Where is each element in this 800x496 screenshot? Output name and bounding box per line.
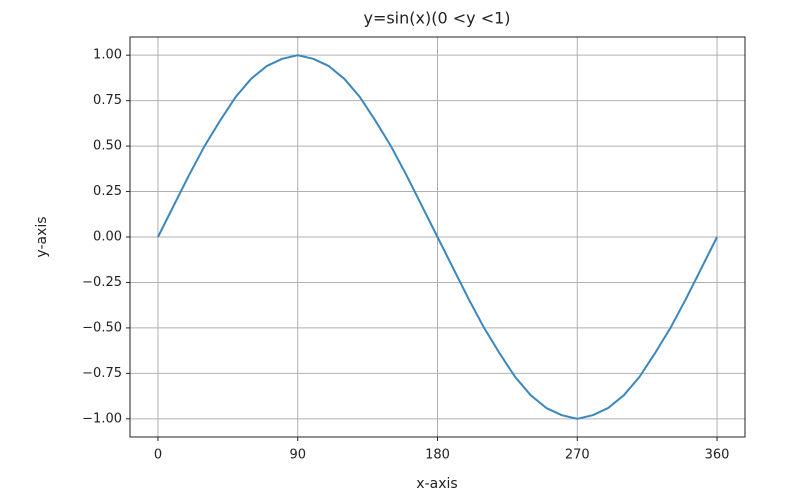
y-tick-label: −1.00 [82,411,122,426]
y-tick-label: −0.75 [82,366,122,381]
plot-area: 1.00 0.75 0.50 0.25 0.00 −0.25 −0.50 −0.75 −1.00… [82,37,745,463]
x-tick-label: 360 [705,448,730,463]
y-tick-label: 0.25 [93,184,122,199]
y-tick-label: 0.00 [93,230,122,245]
chart-title: y=sin(x)(0 <y <1) [363,9,510,28]
y-tick-label: 1.00 [93,48,122,63]
y-tick-label: −0.25 [82,275,122,290]
x-tick-label: 90 [289,448,306,463]
x-tick-label: 270 [565,448,590,463]
x-tick-label: 180 [425,448,450,463]
x-tick-label: 0 [154,448,162,463]
y-tick-label: 0.75 [93,93,122,108]
data-line [157,54,718,420]
y-axis-label: y-axis [34,216,50,257]
y-tick-label: −0.50 [82,320,122,335]
x-axis-label: x-axis [416,476,457,492]
y-tick-label: 0.50 [93,139,122,154]
axes-frame [129,36,746,438]
